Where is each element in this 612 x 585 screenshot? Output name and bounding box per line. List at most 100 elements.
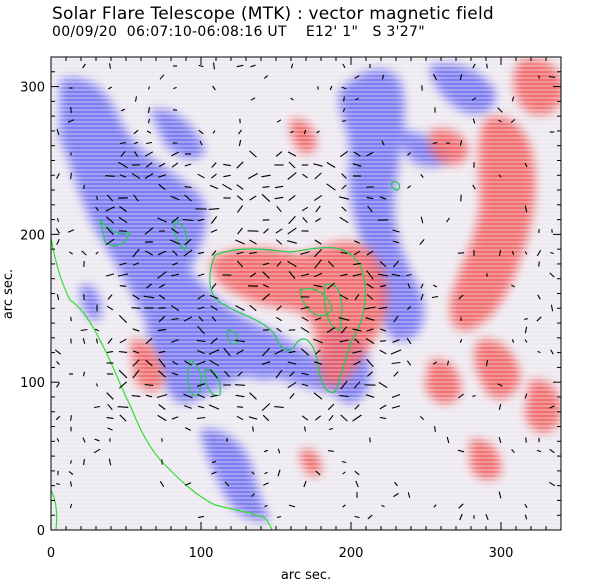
field-vector bbox=[433, 504, 437, 508]
field-vector bbox=[472, 118, 476, 124]
field-vector bbox=[147, 86, 151, 90]
field-vector bbox=[117, 406, 129, 408]
plot-subtitle: 00/09/20 06:07:10-06:08:16 UT E12' 1" S … bbox=[52, 24, 425, 40]
field-vector bbox=[212, 85, 216, 91]
field-vector bbox=[538, 75, 540, 79]
field-vector bbox=[276, 205, 282, 213]
field-vector bbox=[354, 75, 360, 79]
field-vector bbox=[261, 347, 271, 357]
field-vector bbox=[287, 381, 297, 389]
field-vector bbox=[511, 339, 515, 343]
field-vector bbox=[95, 206, 99, 212]
field-vector bbox=[158, 350, 166, 354]
field-vector bbox=[394, 481, 398, 487]
field-vector bbox=[262, 271, 270, 279]
field-vector bbox=[144, 173, 154, 179]
field-vector bbox=[223, 174, 231, 178]
field-vector bbox=[249, 150, 257, 158]
field-vector bbox=[340, 273, 348, 277]
field-vector bbox=[472, 184, 476, 190]
x-tick-label: 100 bbox=[189, 546, 214, 561]
field-vector bbox=[171, 162, 179, 168]
field-vector bbox=[366, 270, 374, 280]
field-vector bbox=[236, 161, 244, 169]
field-vector bbox=[134, 96, 138, 102]
field-vector bbox=[132, 294, 140, 300]
field-vector bbox=[236, 260, 244, 268]
field-vector bbox=[157, 414, 167, 422]
field-vector bbox=[338, 196, 350, 200]
x-tick-label: 0 bbox=[47, 546, 55, 561]
field-vector bbox=[472, 63, 476, 69]
field-vector bbox=[145, 283, 153, 289]
field-vector bbox=[169, 239, 181, 245]
field-vector bbox=[209, 184, 219, 190]
field-vector bbox=[353, 240, 361, 244]
field-vector bbox=[196, 360, 206, 366]
field-vector bbox=[67, 119, 75, 123]
field-vector bbox=[210, 229, 218, 233]
field-vector bbox=[83, 293, 85, 301]
field-vector bbox=[210, 216, 218, 224]
field-vector bbox=[56, 438, 60, 442]
field-vector bbox=[379, 284, 387, 288]
field-vector bbox=[366, 151, 374, 157]
field-vector bbox=[158, 162, 166, 168]
limb-contour bbox=[51, 237, 273, 530]
plot-title: Solar Flare Telescope (MTK) : vector mag… bbox=[52, 4, 494, 24]
field-vector bbox=[379, 404, 387, 410]
field-vector bbox=[237, 371, 243, 377]
field-vector bbox=[300, 326, 310, 334]
field-vector bbox=[119, 414, 127, 422]
field-vector bbox=[300, 273, 310, 277]
field-vector bbox=[459, 140, 463, 146]
field-vector bbox=[80, 328, 88, 332]
field-vector bbox=[379, 340, 387, 342]
field-vector bbox=[236, 64, 244, 68]
field-vector bbox=[326, 327, 336, 333]
field-vector bbox=[303, 129, 307, 135]
field-vector bbox=[446, 436, 450, 444]
field-vector bbox=[379, 416, 387, 420]
field-vector bbox=[173, 86, 177, 90]
field-vector bbox=[352, 350, 362, 354]
field-vector bbox=[339, 339, 349, 343]
field-vector bbox=[133, 151, 139, 157]
field-vector bbox=[314, 415, 322, 421]
field-vector bbox=[198, 129, 204, 135]
field-vector bbox=[407, 283, 411, 289]
field-vector bbox=[288, 350, 296, 354]
field-vector bbox=[222, 183, 232, 191]
field-vector bbox=[55, 228, 61, 234]
field-vector bbox=[498, 403, 502, 411]
field-vector bbox=[365, 394, 375, 398]
field-vector bbox=[197, 405, 205, 409]
field-vector bbox=[70, 316, 72, 322]
field-vector bbox=[249, 304, 257, 312]
field-vector bbox=[378, 381, 388, 389]
field-vector bbox=[249, 239, 257, 245]
field-vector bbox=[342, 120, 346, 122]
y-tick-label: 100 bbox=[20, 376, 45, 391]
field-vector bbox=[287, 240, 297, 244]
field-vector bbox=[274, 185, 284, 189]
field-vector bbox=[106, 194, 114, 202]
limb-contour-corner bbox=[51, 489, 58, 530]
field-vector bbox=[327, 403, 335, 411]
x-tick-label: 200 bbox=[339, 546, 364, 561]
field-vector bbox=[407, 185, 411, 189]
field-vector bbox=[432, 361, 438, 365]
field-vector bbox=[497, 383, 503, 387]
field-vector bbox=[197, 393, 205, 399]
field-vector bbox=[524, 339, 528, 343]
field-vector bbox=[144, 384, 154, 386]
field-vector bbox=[300, 348, 310, 356]
field-vector bbox=[81, 250, 87, 256]
field-vector bbox=[146, 130, 152, 134]
field-vector bbox=[276, 119, 282, 123]
field-vector bbox=[549, 272, 555, 278]
field-vector bbox=[250, 97, 256, 101]
field-vector bbox=[158, 183, 166, 191]
field-vector bbox=[70, 152, 72, 156]
